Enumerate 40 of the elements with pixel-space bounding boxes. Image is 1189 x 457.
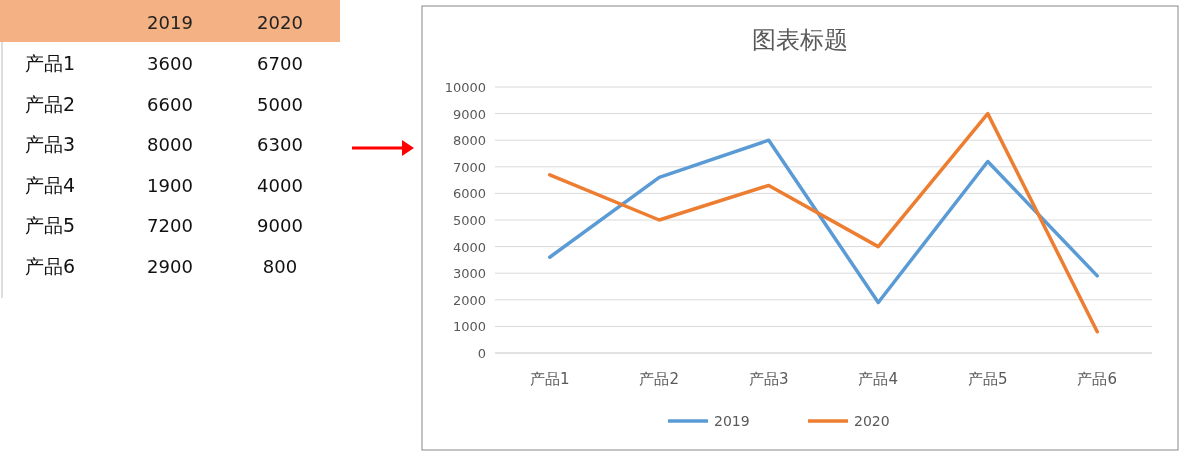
y-tick-label: 6000 bbox=[452, 186, 486, 202]
data-label: 800 bbox=[262, 256, 298, 277]
x-tick-label: 产品6 bbox=[1077, 370, 1118, 388]
data-label: 1900 bbox=[147, 174, 193, 196]
data-label: 6600 bbox=[147, 93, 193, 115]
y-tick-label: 产品1 bbox=[25, 52, 76, 74]
y-tick-label: 4000 bbox=[452, 239, 486, 255]
y-tick-label: 产品2 bbox=[25, 92, 76, 115]
data-label: 6700 bbox=[257, 53, 303, 74]
y-tick-label: 产品6 bbox=[25, 255, 76, 277]
x-tick-label: 产品5 bbox=[967, 370, 1008, 388]
x-tick-label: 产品2 bbox=[639, 370, 680, 388]
y-tick-label: 8000 bbox=[452, 133, 486, 149]
data-label: 5000 bbox=[257, 93, 303, 115]
y-tick-label: 产品4 bbox=[25, 173, 76, 196]
x-tick-label: 产品4 bbox=[858, 370, 899, 388]
x-tick-label: 产品1 bbox=[529, 370, 570, 388]
data-label: 6300 bbox=[257, 134, 303, 156]
data-label: 4000 bbox=[257, 174, 303, 196]
legend-label: 2019 bbox=[714, 413, 750, 429]
y-tick-label: 10000 bbox=[444, 80, 486, 95]
y-tick-label: 7000 bbox=[452, 159, 486, 175]
y-tick-label: 9000 bbox=[452, 106, 486, 122]
chart-title: 图表标题 bbox=[752, 26, 848, 54]
y-tick-label: 0 bbox=[477, 346, 486, 361]
y-tick-label: 产品3 bbox=[25, 133, 76, 156]
y-tick-label: 2000 bbox=[452, 292, 486, 308]
line-series bbox=[548, 111, 1099, 334]
line-series bbox=[548, 138, 1099, 305]
legend-label: 2020 bbox=[854, 413, 890, 429]
data-label: 3600 bbox=[147, 53, 193, 74]
x-tick-label: 产品3 bbox=[748, 370, 789, 388]
data-label: 8000 bbox=[147, 134, 193, 156]
y-tick-label: 1000 bbox=[452, 319, 486, 335]
data-label: 9000 bbox=[257, 215, 303, 237]
y-tick-label: 5000 bbox=[452, 213, 486, 228]
data-label: 2900 bbox=[147, 256, 193, 277]
y-tick-label: 3000 bbox=[452, 266, 486, 282]
data-label: 7200 bbox=[147, 215, 193, 237]
y-tick-label: 产品5 bbox=[25, 214, 76, 237]
